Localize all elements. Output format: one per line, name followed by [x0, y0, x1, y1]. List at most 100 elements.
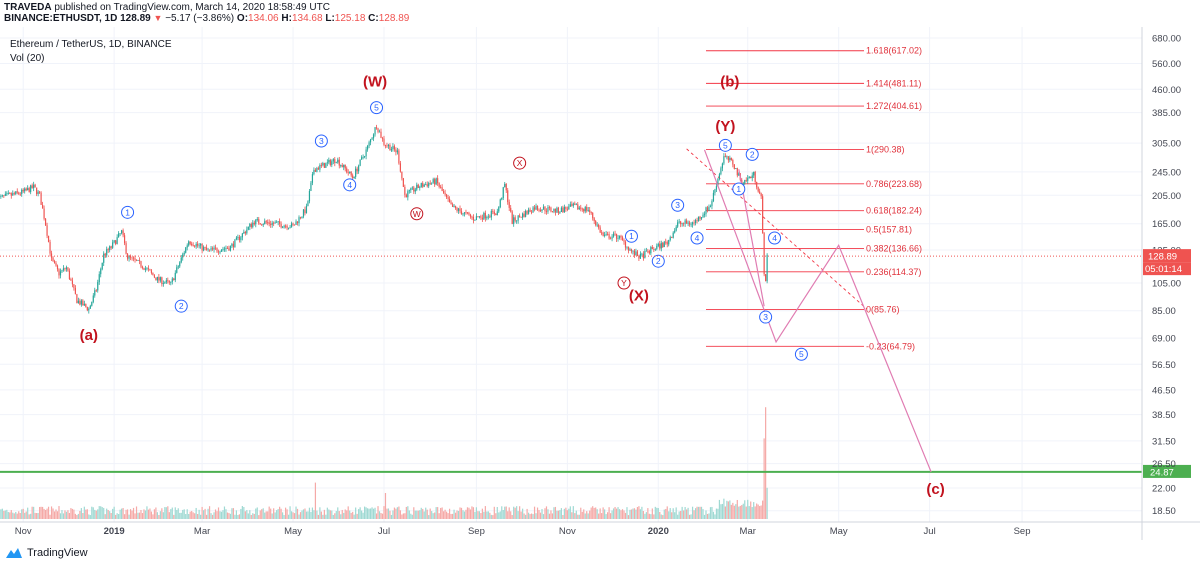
- wave-label-circle: [121, 205, 135, 219]
- time-axis[interactable]: Nov 2019 Mar May Jul Sep Nov 2020 Mar May Jul Sep: [0, 521, 1200, 537]
- price-tick-label: 385.00: [1152, 108, 1181, 119]
- low-value: 125.18: [334, 13, 366, 24]
- candle-body: [736, 168, 738, 176]
- candle-body: [244, 231, 246, 234]
- candle-body: [604, 234, 606, 236]
- candle-body: [332, 159, 334, 162]
- volume-bar: [197, 514, 199, 519]
- volume-bar: [401, 514, 403, 519]
- candle-body: [252, 222, 254, 228]
- volume-bar: [472, 507, 475, 519]
- candle-body: [179, 262, 181, 267]
- candle-body: [693, 222, 695, 224]
- candle-body: [36, 187, 38, 195]
- volume-bar: [443, 511, 445, 519]
- volume-bar: [593, 507, 595, 519]
- volume-bar: [477, 511, 479, 519]
- wave-c-projection[interactable]: [703, 149, 932, 473]
- candle-body: [213, 247, 215, 250]
- volume-bar: [419, 510, 421, 519]
- volume-bar: [80, 508, 82, 519]
- wave-label-minor: 1: [736, 184, 741, 194]
- candle-body: [61, 270, 63, 272]
- candle-body: [481, 217, 483, 220]
- candle-body: [40, 192, 42, 205]
- candle-body: [590, 212, 592, 213]
- volume-bar: [77, 513, 79, 519]
- candle-body: [110, 246, 112, 248]
- candle-body: [410, 188, 412, 191]
- candle-body: [155, 277, 157, 281]
- candle-body: [6, 193, 8, 195]
- candle-body: [502, 187, 504, 199]
- high-value: 134.68: [291, 13, 323, 24]
- candle-body: [666, 242, 668, 245]
- support-line[interactable]: 24.87: [0, 464, 1191, 479]
- candle-body: [650, 247, 652, 254]
- volume-bar: [83, 506, 85, 519]
- wave-label-major: (X): [629, 287, 649, 304]
- candle-body: [450, 202, 452, 205]
- candle-body: [156, 276, 158, 281]
- candle-body: [165, 280, 167, 283]
- volume-bar: [612, 508, 615, 519]
- candle-body: [308, 191, 311, 202]
- volume-bar: [565, 507, 567, 519]
- candle-body: [352, 175, 354, 179]
- volume-bar: [590, 507, 592, 519]
- candle-body: [608, 234, 610, 239]
- candle-body: [620, 235, 622, 238]
- volume-bar: [121, 508, 123, 519]
- candle-body: [635, 251, 637, 256]
- countdown-value: 05:01:14: [1145, 264, 1182, 275]
- candle-body: [231, 243, 233, 247]
- volume-bar: [523, 513, 525, 519]
- volume-bar: [542, 514, 545, 519]
- volume-bar: [24, 512, 26, 519]
- volume-bar: [310, 511, 312, 519]
- tradingview-brand[interactable]: TradingView: [27, 547, 88, 559]
- candle-body: [602, 232, 604, 236]
- volume-bar: [386, 508, 388, 519]
- volume-bar: [205, 514, 208, 519]
- candle-body: [107, 249, 109, 251]
- candle-body: [4, 193, 6, 196]
- candle-body: [454, 205, 457, 209]
- volume-bar: [92, 507, 94, 519]
- volume-bar: [283, 514, 285, 519]
- volume-bar: [299, 512, 302, 519]
- volume-bar: [556, 510, 558, 519]
- volume-bar: [191, 510, 193, 519]
- candle-body: [738, 173, 740, 176]
- price-chart[interactable]: 24.87 1.618(617.02) 1.414(481.11) 1.272(40…: [0, 27, 1200, 540]
- volume-bar: [709, 507, 712, 519]
- author-name[interactable]: TRAVEDA: [4, 2, 52, 13]
- chart-frame[interactable]: 24.87 1.618(617.02) 1.414(481.11) 1.272(40…: [0, 27, 1200, 540]
- candle-body: [694, 220, 697, 224]
- volume-bar: [454, 512, 457, 519]
- volume-bar: [128, 514, 130, 519]
- volume-bar: [46, 508, 48, 519]
- candle-body: [228, 248, 230, 251]
- volume-bar: [273, 508, 275, 519]
- volume-bar: [3, 510, 5, 519]
- candle-body: [723, 156, 725, 164]
- volume-bar: [656, 507, 658, 519]
- candle-body: [441, 187, 443, 191]
- candle-body: [311, 174, 314, 183]
- candle-body: [355, 168, 357, 177]
- volume-bar: [174, 507, 176, 519]
- candle-body: [267, 222, 269, 224]
- volume-bar: [756, 503, 758, 519]
- candle-body: [623, 239, 625, 242]
- candle-body: [492, 211, 494, 212]
- wave-label-minor: 4: [347, 180, 352, 190]
- volume-bar: [657, 508, 659, 519]
- volume-bar: [536, 507, 539, 519]
- fib-trend-line[interactable]: [686, 148, 868, 310]
- volume-bar: [559, 510, 561, 519]
- wave-labels: (a) (W) (X) (b) (Y) (c) 1 2 3 4 5 1 2 3 4 5 1 2 4 3 5 W X Y: [80, 73, 945, 498]
- fibonacci-retracement[interactable]: 1.618(617.02) 1.414(481.11) 1.272(404.61) 1…: [686, 46, 922, 352]
- price-axis[interactable]: 680.00560.00460.00385.00305.00245.00205.…: [0, 27, 1191, 540]
- wave-label-major: (a): [80, 327, 98, 344]
